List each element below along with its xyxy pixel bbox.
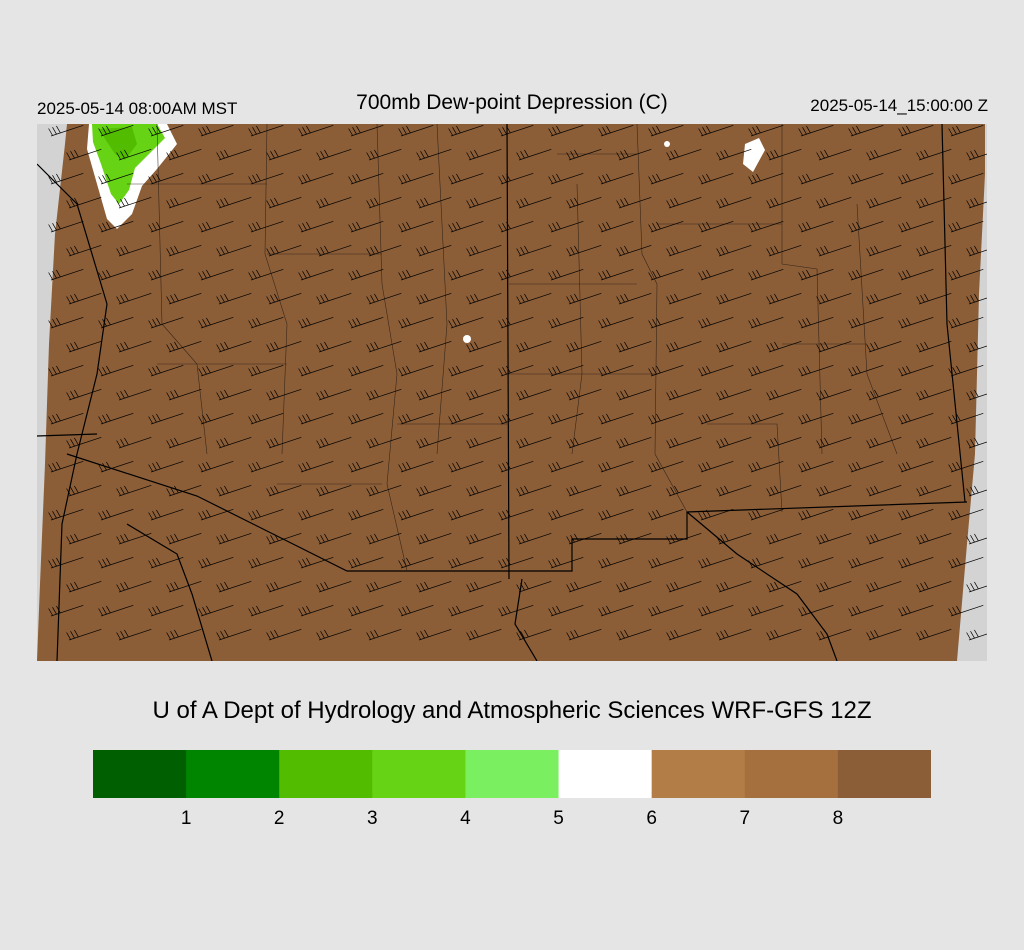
color-scale-swatch: [279, 750, 373, 798]
color-scale-swatch: [93, 750, 187, 798]
moist-deep: [99, 127, 137, 160]
color-scale-tick-label: 3: [367, 808, 378, 829]
color-scale-tick-label: 7: [739, 808, 751, 829]
color-scale-swatch: [186, 750, 280, 798]
color-scale-swatch: [372, 750, 466, 798]
color-scale-tick-label: 5: [553, 808, 564, 829]
moist-spot: [463, 335, 471, 343]
valid-time-utc: 2025-05-14_15:00:00 Z: [810, 96, 988, 115]
credit-line: U of A Dept of Hydrology and Atmospheric…: [152, 697, 872, 724]
color-scale-swatch: [744, 750, 839, 798]
map-title: 700mb Dew-point Depression (C): [356, 91, 668, 114]
county-lines: [127, 124, 898, 572]
color-scale-swatch: [651, 750, 746, 798]
dewpoint-depression-map: [37, 124, 987, 661]
color-scale-swatch: [558, 750, 653, 798]
state-boundaries: [37, 124, 968, 661]
color-scale-tick-label: 6: [646, 808, 657, 829]
dry-field: [37, 124, 985, 661]
moist-spot: [743, 138, 765, 172]
color-scale-ticks: 1 2 3 4 5 6 7 8: [93, 808, 931, 832]
map-panel: [37, 124, 987, 661]
valid-time-local: 2025-05-14 08:00AM MST: [37, 99, 238, 118]
color-scale-bar: [93, 750, 931, 798]
color-scale-swatch: [837, 750, 931, 798]
color-scale-tick-label: 1: [180, 808, 192, 829]
color-scale-tick-label: 8: [832, 808, 844, 829]
wind-barbs: [48, 124, 987, 641]
wind-barb-field: [48, 124, 987, 641]
color-scale-tick-label: 2: [273, 808, 285, 829]
moist-spot: [664, 141, 670, 147]
color-scale-tick-label: 4: [460, 808, 471, 829]
color-scale-swatch: [465, 750, 560, 798]
